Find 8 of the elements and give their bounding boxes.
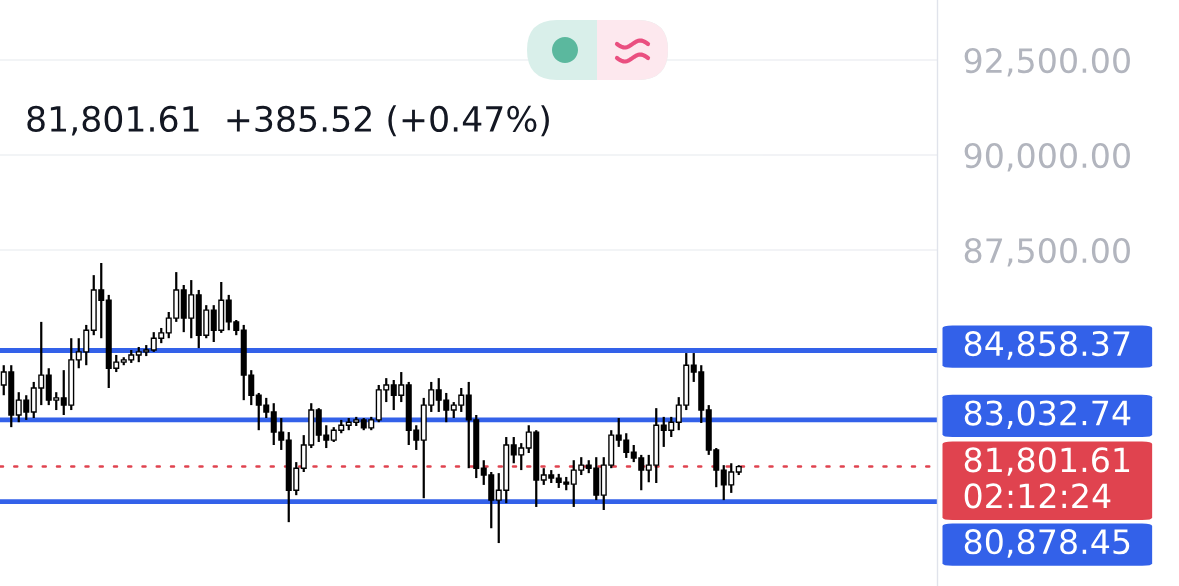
- y-tick-label: 87,500.00: [964, 237, 1130, 267]
- ref-line-label: 84,858.37: [964, 331, 1130, 360]
- annotation: 81,801.61 +385.52 (+0.47%): [27, 105, 549, 137]
- ref-line-label: 83,032.74: [964, 400, 1131, 430]
- ref-line-label: 81,801.61 02:12:24: [964, 447, 1130, 509]
- y-tick-label: 92,500.00: [964, 47, 1130, 77]
- y-tick-label: 90,000.00: [964, 142, 1130, 172]
- ref-line-label: 80,878.45: [964, 529, 1130, 558]
